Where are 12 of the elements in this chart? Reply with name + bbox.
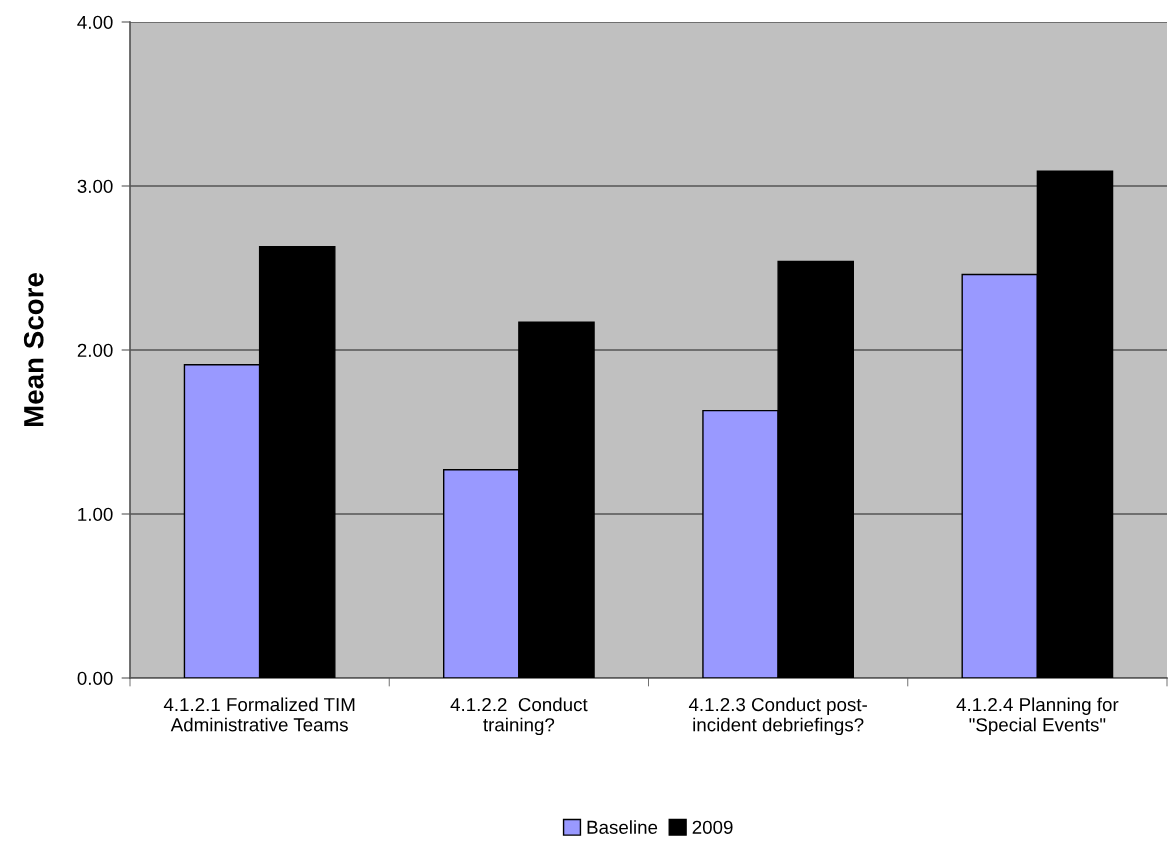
x-tick-label: 4.1.2.4 Planning for "Special Events" <box>956 697 1119 736</box>
y-tick-label: 2.00 <box>77 343 113 357</box>
y-axis-title: Mean Score <box>23 272 44 427</box>
x-tick-label: 4.1.2.2 Conduct training? <box>450 697 588 736</box>
y-tick-label: 1.00 <box>78 507 113 521</box>
x-tick-label: 4.1.2.1 Formalized TIM Administrative Teams <box>163 697 355 732</box>
y-tick-label: 3.00 <box>77 179 113 193</box>
legend-label: 2009 <box>692 820 733 834</box>
legend-label: Baseline <box>587 820 658 834</box>
y-tick-label: 4.00 <box>77 15 113 29</box>
x-tick-label: 4.1.2.3 Conduct post- incident debriefings? <box>688 697 867 736</box>
y-tick-label: 0.00 <box>77 671 113 685</box>
